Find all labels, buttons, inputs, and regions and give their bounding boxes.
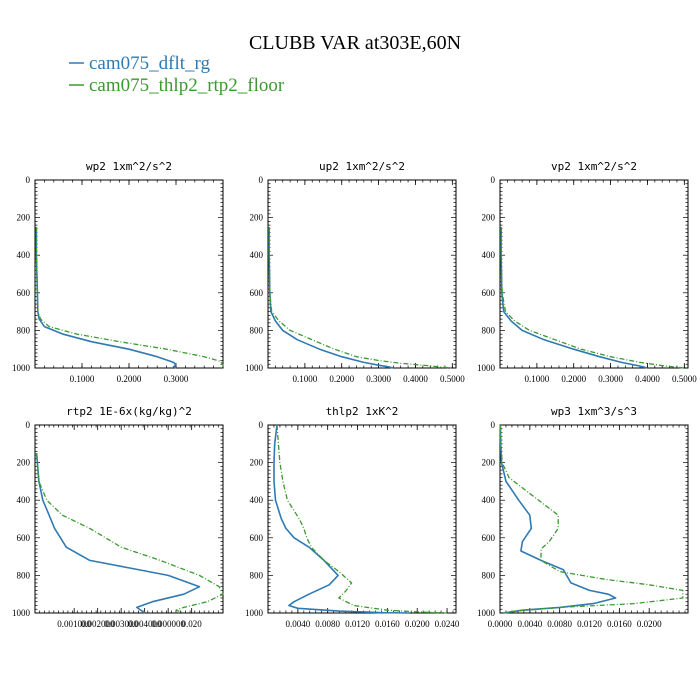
y-tick-label: 600 <box>482 533 496 543</box>
x-tick-label: 0.0200 <box>405 619 430 629</box>
x-tick-label: 0.0040 <box>517 619 542 629</box>
series-line-2 <box>268 227 453 369</box>
x-tick-label: 0.5000 <box>440 374 465 384</box>
x-tick-label: 0.1000 <box>524 374 549 384</box>
series-line-1 <box>499 424 617 614</box>
y-tick-label: 1000 <box>477 363 496 373</box>
y-tick-label: 400 <box>250 495 264 505</box>
x-tick-label: 0.0160 <box>607 619 632 629</box>
legend-label-1: cam075_dflt_rg <box>89 53 211 74</box>
series-line-1 <box>35 453 201 614</box>
series-line-2 <box>499 424 684 614</box>
y-tick-label: 0 <box>491 175 496 185</box>
y-tick-label: 600 <box>250 533 264 543</box>
plot-frame <box>34 179 224 369</box>
panel-title: thlp2 1xK^2 <box>326 405 399 418</box>
x-tick-label: 0.020 <box>182 619 203 629</box>
x-tick-label: 0.4000 <box>635 374 660 384</box>
panel-title: rtp2 1E-6x(kg/kg)^2 <box>66 405 192 418</box>
x-tick-label: 0.0160 <box>375 619 400 629</box>
x-tick-label: 0.3000 <box>164 374 189 384</box>
y-tick-label: 0 <box>26 175 31 185</box>
y-tick-label: 800 <box>482 570 496 580</box>
figure-legend: cam075_dflt_rg cam075_thlp2_rtp2_floor <box>69 53 285 96</box>
y-tick-label: 1000 <box>12 363 31 373</box>
series-line-2 <box>500 227 685 369</box>
y-tick-label: 200 <box>482 458 496 468</box>
x-tick-label: 0.003000 <box>104 619 138 629</box>
y-tick-label: 600 <box>17 533 31 543</box>
x-tick-label: 0.4000 <box>403 374 428 384</box>
x-tick-label: 0.0120 <box>577 619 602 629</box>
legend-label-2: cam075_thlp2_rtp2_floor <box>89 75 285 96</box>
plot-frame <box>499 179 689 369</box>
y-tick-label: 400 <box>482 495 496 505</box>
x-tick-label: 0.3000 <box>598 374 623 384</box>
plot-frame <box>267 424 457 614</box>
figure-title: CLUBB VAR at303E,60N <box>249 32 461 54</box>
y-tick-label: 200 <box>250 458 264 468</box>
panel-title: wp3 1xm^3/s^3 <box>551 405 637 418</box>
y-tick-label: 800 <box>250 325 264 335</box>
series-line-2 <box>35 453 224 614</box>
x-tick-label: 0.000000 <box>151 619 185 629</box>
x-tick-label: 0.004000 <box>128 619 162 629</box>
panel-title: vp2 1xm^2/s^2 <box>551 160 637 173</box>
y-tick-label: 0 <box>491 420 496 430</box>
x-tick-label: 0.0040 <box>285 619 310 629</box>
y-tick-label: 400 <box>17 495 31 505</box>
panel-5: thlp2 1xK^2 0 200 400 600 800 1000 0.0040 0.0080… <box>245 405 460 629</box>
y-tick-label: 600 <box>17 288 31 298</box>
y-tick-label: 400 <box>17 250 31 260</box>
series-line-1 <box>273 424 410 614</box>
y-tick-label: 400 <box>482 250 496 260</box>
x-tick-label: 0.2000 <box>117 374 142 384</box>
y-tick-label: 800 <box>17 325 31 335</box>
y-tick-label: 0 <box>26 420 31 430</box>
y-tick-label: 1000 <box>245 363 264 373</box>
x-tick-label: 0.0240 <box>435 619 460 629</box>
y-tick-label: 0 <box>259 175 264 185</box>
x-tick-label: 0.0000 <box>488 619 513 629</box>
y-tick-label: 200 <box>250 213 264 223</box>
x-tick-label: 0.001000 <box>57 619 91 629</box>
y-tick-label: 800 <box>17 570 31 580</box>
x-tick-label: 0.1000 <box>70 374 95 384</box>
x-tick-label: 0.0200 <box>637 619 662 629</box>
panel-3: vp2 1xm^2/s^2 0 200 400 600 800 1000 0.1000 0.20… <box>477 160 697 384</box>
x-tick-label: 0.2000 <box>329 374 354 384</box>
y-tick-label: 800 <box>482 325 496 335</box>
x-tick-label: 0.3000 <box>366 374 391 384</box>
y-tick-label: 200 <box>17 458 31 468</box>
y-tick-label: 0 <box>259 420 264 430</box>
x-tick-label: 0.2000 <box>561 374 586 384</box>
panel-4: rtp2 1E-6x(kg/kg)^2 0 200 400 600 800 1000 0.00… <box>12 405 224 629</box>
x-tick-label: 0.0120 <box>345 619 370 629</box>
y-tick-label: 1000 <box>12 608 31 618</box>
y-tick-label: 600 <box>250 288 264 298</box>
y-tick-label: 800 <box>250 570 264 580</box>
x-tick-label: 0.0080 <box>547 619 572 629</box>
panel-2: up2 1xm^2/s^2 0 200 400 600 800 1000 0.1000 0.20… <box>245 160 465 384</box>
y-tick-label: 200 <box>482 213 496 223</box>
y-tick-label: 400 <box>250 250 264 260</box>
panels-group: wp2 1xm^2/s^2 0 200 400 600 800 1000 0.1000 0.20… <box>12 160 697 629</box>
x-tick-label: 0.002000 <box>81 619 115 629</box>
series-line-2 <box>276 424 448 614</box>
plot-frame <box>499 424 689 614</box>
panel-title: wp2 1xm^2/s^2 <box>86 160 172 173</box>
y-tick-label: 200 <box>17 213 31 223</box>
y-tick-label: 600 <box>482 288 496 298</box>
panel-1: wp2 1xm^2/s^2 0 200 400 600 800 1000 0.1000 0.20… <box>12 160 224 384</box>
x-tick-label: 0.1000 <box>292 374 317 384</box>
x-tick-label: 0.5000 <box>672 374 697 384</box>
y-tick-label: 1000 <box>477 608 496 618</box>
y-tick-label: 1000 <box>245 608 264 618</box>
panel-title: up2 1xm^2/s^2 <box>319 160 405 173</box>
series-line-2 <box>35 227 224 368</box>
x-tick-label: 0.0080 <box>315 619 340 629</box>
series-line-1 <box>268 227 394 369</box>
